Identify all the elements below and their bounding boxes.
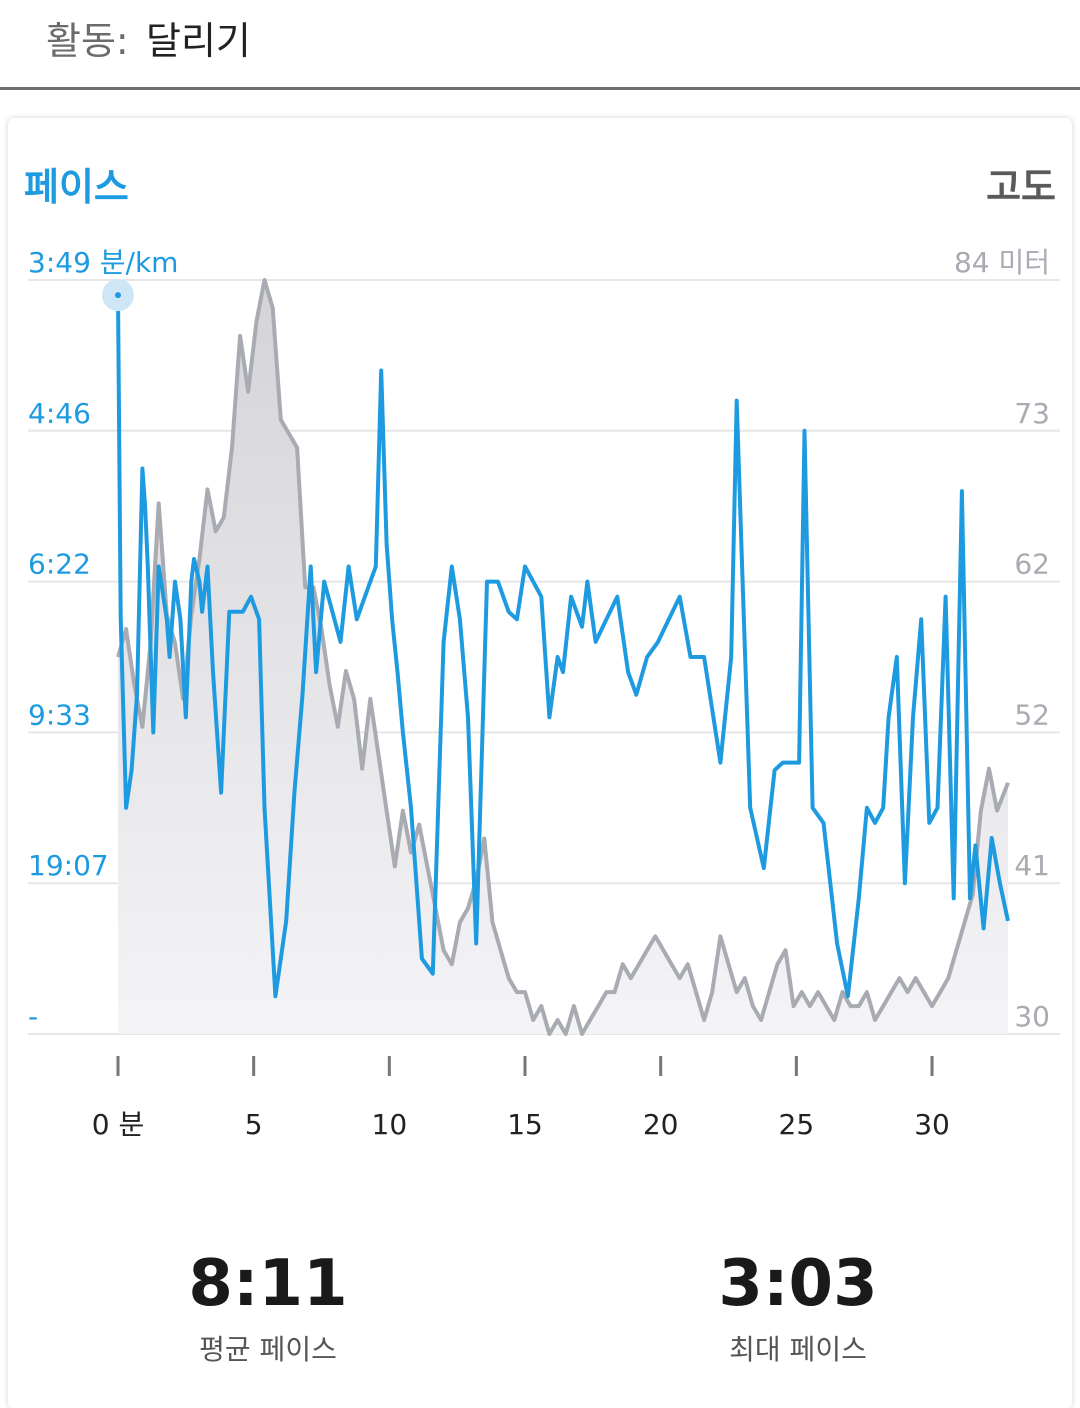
elevation-area xyxy=(118,280,1008,1034)
x-tick-label: 0 분 xyxy=(92,1108,144,1141)
elevation-axis-tick: 30 xyxy=(1014,1000,1050,1033)
x-tick-label: 5 xyxy=(245,1108,263,1141)
avg-pace-stat: 8:11 평균 페이스 xyxy=(118,1248,418,1368)
x-tick-label: 30 xyxy=(914,1108,950,1141)
elevation-axis-tick: 41 xyxy=(1014,849,1050,882)
pace-axis-tick: 9:33 xyxy=(28,698,91,731)
elevation-axis-tick: 84 미터 xyxy=(954,246,1050,279)
elevation-axis-tick: 52 xyxy=(1014,698,1050,731)
elevation-axis-tick: 73 xyxy=(1014,397,1050,430)
pace-axis-tick: 3:49 분/km xyxy=(28,246,178,279)
elevation-line xyxy=(116,278,1010,1036)
activity-type: 달리기 xyxy=(146,19,251,63)
x-tick-label: 25 xyxy=(779,1108,815,1141)
pace-axis-tick: 4:46 xyxy=(28,397,91,430)
pace-axis-tick: - xyxy=(28,1000,38,1033)
avg-pace-label: 평균 페이스 xyxy=(199,1333,337,1366)
pace-elevation-chart: 3:49 분/km 84 미터 4:46 73 6:22 62 9:33 52 19:07 41 -… xyxy=(28,246,1060,1141)
pace-start-dot xyxy=(115,292,121,299)
avg-pace-value: 8:11 xyxy=(188,1247,348,1321)
elevation-title: 고도 xyxy=(986,165,1056,209)
max-pace-label: 최대 페이스 xyxy=(729,1333,867,1366)
pace-axis-tick: 19:07 xyxy=(28,849,109,882)
pace-axis-tick: 6:22 xyxy=(28,548,91,581)
x-tick-label: 15 xyxy=(507,1108,543,1141)
x-tick-label: 10 xyxy=(372,1108,408,1141)
max-pace-value: 3:03 xyxy=(718,1247,878,1321)
activity-label: 활동: xyxy=(46,19,129,63)
x-tick-label: 20 xyxy=(643,1108,679,1141)
pace-line xyxy=(116,295,1010,999)
activity-header: 활동: 달리기 xyxy=(0,0,1080,90)
elevation-axis-tick: 62 xyxy=(1014,548,1050,581)
pace-title: 페이스 xyxy=(24,165,129,209)
max-pace-stat: 3:03 최대 페이스 xyxy=(648,1248,948,1368)
